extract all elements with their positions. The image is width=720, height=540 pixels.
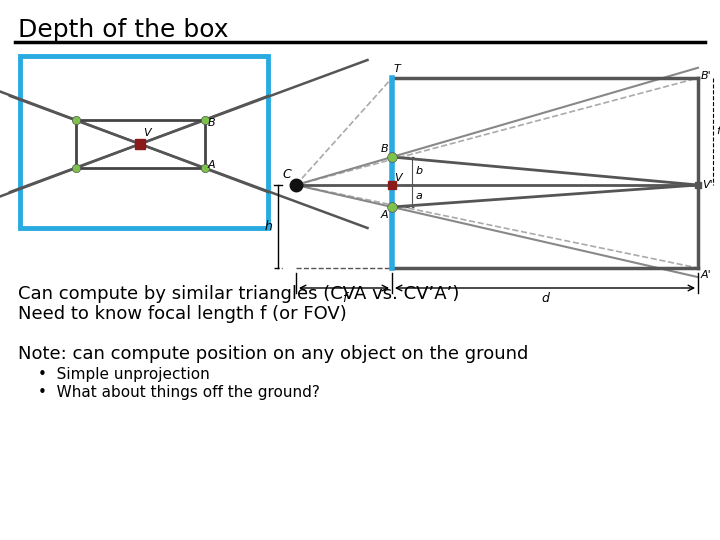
Text: Note: can compute position on any object on the ground: Note: can compute position on any object… bbox=[18, 345, 528, 363]
Text: d: d bbox=[541, 292, 549, 305]
Text: V': V' bbox=[702, 180, 713, 190]
Text: h: h bbox=[264, 220, 272, 233]
Text: a: a bbox=[416, 191, 423, 201]
Text: f: f bbox=[342, 292, 346, 305]
Text: T: T bbox=[394, 64, 401, 74]
Text: f: f bbox=[716, 126, 720, 137]
Text: B': B' bbox=[701, 71, 711, 81]
Text: •  Simple unprojection: • Simple unprojection bbox=[38, 367, 210, 382]
Text: •  What about things off the ground?: • What about things off the ground? bbox=[38, 385, 320, 400]
Text: Can compute by similar triangles (CVA vs. CV’A’): Can compute by similar triangles (CVA vs… bbox=[18, 285, 459, 303]
Text: C: C bbox=[282, 168, 291, 181]
Text: V: V bbox=[143, 128, 150, 138]
Text: B: B bbox=[208, 118, 215, 128]
Text: Need to know focal length f (or FOV): Need to know focal length f (or FOV) bbox=[18, 305, 347, 323]
Text: Depth of the box: Depth of the box bbox=[18, 18, 228, 42]
Text: B: B bbox=[380, 144, 388, 154]
Text: A: A bbox=[208, 160, 215, 170]
Text: b: b bbox=[416, 166, 423, 176]
Text: A': A' bbox=[701, 270, 711, 280]
Text: A: A bbox=[380, 210, 388, 220]
Text: V: V bbox=[394, 173, 402, 183]
Bar bbox=[20, 56, 268, 228]
